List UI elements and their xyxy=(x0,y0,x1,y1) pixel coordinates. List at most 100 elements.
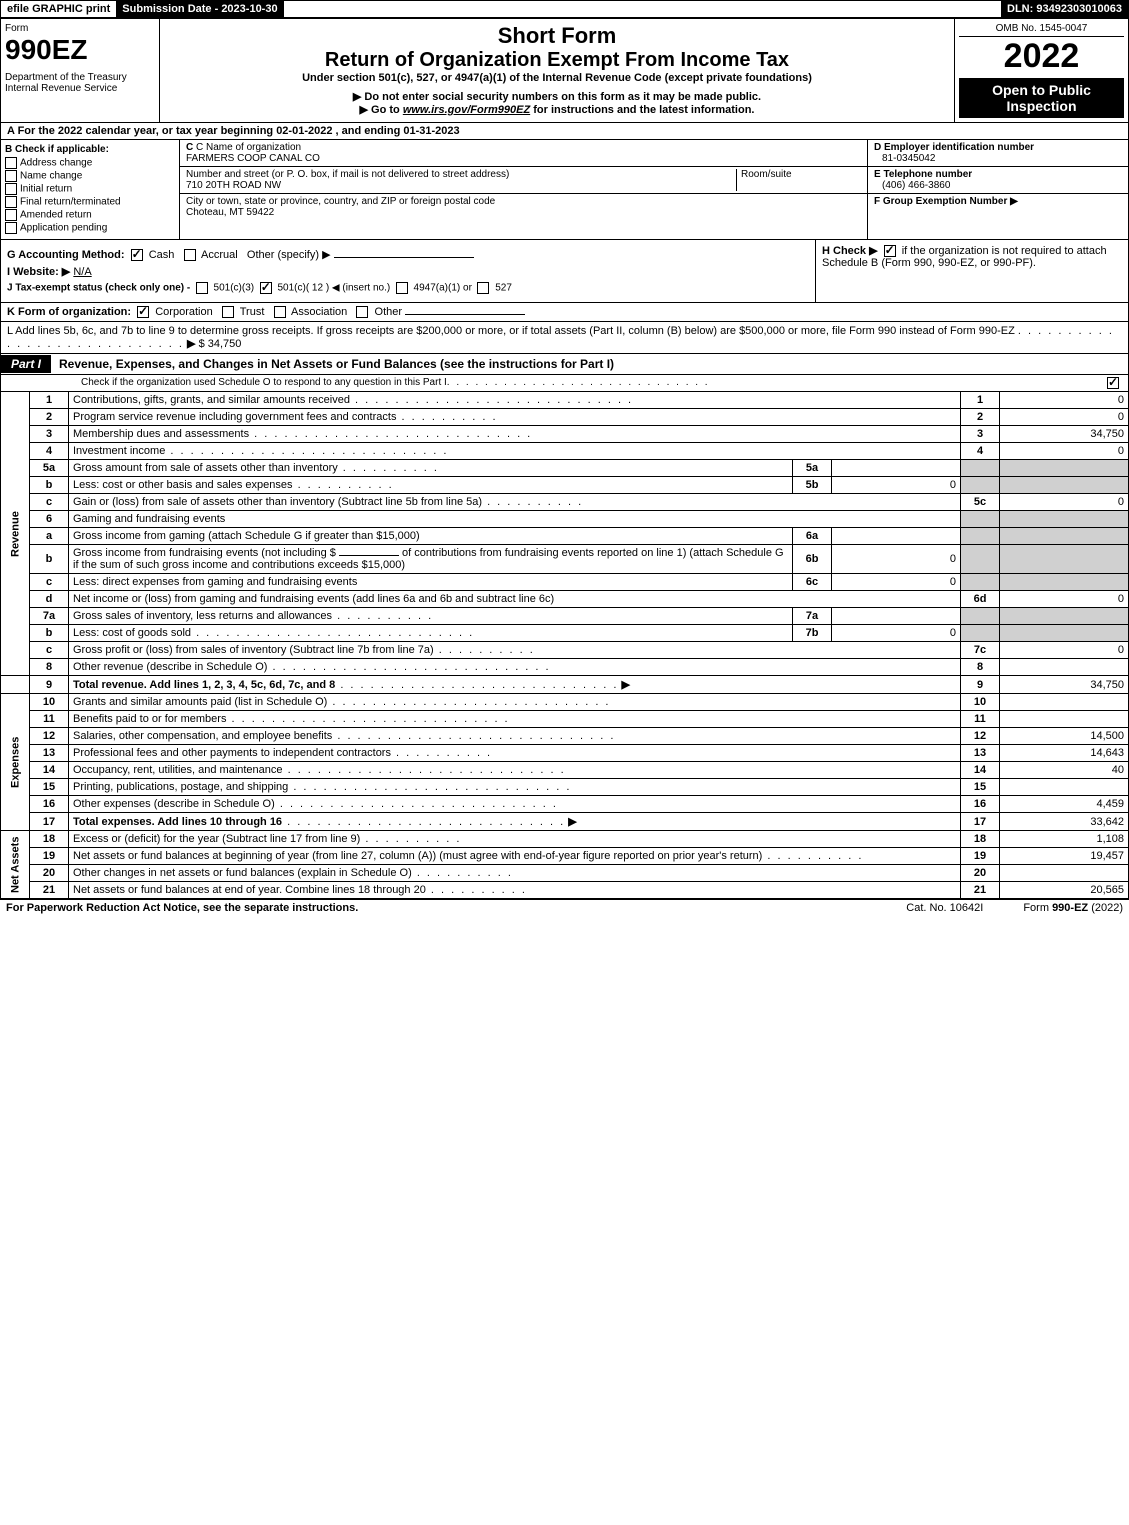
line-8-val xyxy=(1000,659,1129,676)
chk-schedule-b[interactable] xyxy=(884,245,896,257)
chk-name-change[interactable]: Name change xyxy=(5,170,175,182)
line-7b-rnum xyxy=(961,625,1000,642)
line-6a-num: a xyxy=(30,528,69,545)
line-19-val: 19,457 xyxy=(1000,848,1129,865)
line-5c-desc: Gain or (loss) from sale of assets other… xyxy=(69,494,961,511)
return-title: Return of Organization Exempt From Incom… xyxy=(164,49,950,72)
chk-address-change[interactable]: Address change xyxy=(5,157,175,169)
street-label: Number and street (or P. O. box, if mail… xyxy=(186,169,509,180)
line-7c-num: c xyxy=(30,642,69,659)
line-5b-num: b xyxy=(30,477,69,494)
line-6b-rnum xyxy=(961,545,1000,574)
footer-catno: Cat. No. 10642I xyxy=(906,902,983,914)
group-exemption-row: F Group Exemption Number ▶ xyxy=(868,194,1128,209)
line-7a-rval xyxy=(1000,608,1129,625)
ein-row: D Employer identification number 81-0345… xyxy=(868,140,1128,167)
chk-501c3[interactable] xyxy=(196,282,208,294)
line-10-desc: Grants and similar amounts paid (list in… xyxy=(69,694,961,711)
line-6c-desc: Less: direct expenses from gaming and fu… xyxy=(69,574,793,591)
line-7b-num: b xyxy=(30,625,69,642)
line-12-desc: Salaries, other compensation, and employ… xyxy=(69,728,961,745)
form-word: Form xyxy=(5,23,155,34)
efile-label: efile GRAPHIC print xyxy=(1,1,116,17)
line-2-num: 2 xyxy=(30,409,69,426)
org-name: FARMERS COOP CANAL CO xyxy=(186,153,861,164)
line-8-desc: Other revenue (describe in Schedule O) xyxy=(69,659,961,676)
l-text: L Add lines 5b, 6c, and 7b to line 9 to … xyxy=(7,325,1015,337)
line-19-num: 19 xyxy=(30,848,69,865)
line-5b-inval: 0 xyxy=(832,477,961,494)
line-5c-num: c xyxy=(30,494,69,511)
chk-cash[interactable] xyxy=(131,249,143,261)
line-12-rnum: 12 xyxy=(961,728,1000,745)
chk-application-pending[interactable]: Application pending xyxy=(5,222,175,234)
expenses-label: Expenses xyxy=(1,694,30,831)
footer-right: Form 990-EZ (2022) xyxy=(1023,902,1123,914)
line-6b-innum: 6b xyxy=(793,545,832,574)
line-4-num: 4 xyxy=(30,443,69,460)
line-3-val: 34,750 xyxy=(1000,426,1129,443)
l-arrow: ▶ xyxy=(187,338,195,350)
line-6c-num: c xyxy=(30,574,69,591)
form-header: Form 990EZ Department of the Treasury In… xyxy=(0,19,1129,123)
phone-label: E Telephone number xyxy=(874,169,972,180)
line-l: L Add lines 5b, 6c, and 7b to line 9 to … xyxy=(0,322,1129,354)
room-label: Room/suite xyxy=(741,169,792,180)
header-left: Form 990EZ Department of the Treasury In… xyxy=(1,19,160,122)
line-16-num: 16 xyxy=(30,796,69,813)
line-7a-desc: Gross sales of inventory, less returns a… xyxy=(69,608,793,625)
chk-final-return[interactable]: Final return/terminated xyxy=(5,196,175,208)
line-6d-val: 0 xyxy=(1000,591,1129,608)
section-c: C C Name of organization FARMERS COOP CA… xyxy=(180,140,868,239)
line-6a-innum: 6a xyxy=(793,528,832,545)
line-1-desc: Contributions, gifts, grants, and simila… xyxy=(69,392,961,409)
page-footer: For Paperwork Reduction Act Notice, see … xyxy=(0,899,1129,916)
chk-association[interactable] xyxy=(274,306,286,318)
line-i: I Website: ▶ N/A xyxy=(7,265,809,278)
line-7a-num: 7a xyxy=(30,608,69,625)
line-20-rnum: 20 xyxy=(961,865,1000,882)
chk-501c[interactable] xyxy=(260,282,272,294)
chk-schedule-o-part1[interactable] xyxy=(1107,377,1119,389)
line-14-num: 14 xyxy=(30,762,69,779)
chk-4947[interactable] xyxy=(396,282,408,294)
line-2-desc: Program service revenue including govern… xyxy=(69,409,961,426)
chk-accrual[interactable] xyxy=(184,249,196,261)
line-5b-rnum xyxy=(961,477,1000,494)
line-6a-rnum xyxy=(961,528,1000,545)
line-6a-rval xyxy=(1000,528,1129,545)
line-5c-rnum: 5c xyxy=(961,494,1000,511)
line-7a-inval xyxy=(832,608,961,625)
line-6c-inval: 0 xyxy=(832,574,961,591)
line-j: J Tax-exempt status (check only one) - 5… xyxy=(7,282,809,294)
line-5b-innum: 5b xyxy=(793,477,832,494)
chk-initial-return[interactable]: Initial return xyxy=(5,183,175,195)
line-1-num: 1 xyxy=(30,392,69,409)
chk-trust[interactable] xyxy=(222,306,234,318)
line-5b-rval xyxy=(1000,477,1129,494)
line-17-val: 33,642 xyxy=(1000,813,1129,831)
under-section: Under section 501(c), 527, or 4947(a)(1)… xyxy=(164,72,950,84)
line-17-rnum: 17 xyxy=(961,813,1000,831)
line-7a-rnum xyxy=(961,608,1000,625)
line-18-num: 18 xyxy=(30,831,69,848)
line-6c-rval xyxy=(1000,574,1129,591)
street-row: Number and street (or P. O. box, if mail… xyxy=(180,167,867,194)
col-gij: G Accounting Method: Cash Accrual Other … xyxy=(1,240,816,302)
line-1-rnum: 1 xyxy=(961,392,1000,409)
line-14-rnum: 14 xyxy=(961,762,1000,779)
ssn-warning: ▶ Do not enter social security numbers o… xyxy=(164,90,950,103)
line-16-val: 4,459 xyxy=(1000,796,1129,813)
line-13-rnum: 13 xyxy=(961,745,1000,762)
line-16-desc: Other expenses (describe in Schedule O) xyxy=(69,796,961,813)
chk-other-org[interactable] xyxy=(356,306,368,318)
line-5a-rval xyxy=(1000,460,1129,477)
omb-number: OMB No. 1545-0047 xyxy=(959,23,1124,37)
chk-527[interactable] xyxy=(477,282,489,294)
line-6-rval xyxy=(1000,511,1129,528)
chk-amended-return[interactable]: Amended return xyxy=(5,209,175,221)
line-7b-innum: 7b xyxy=(793,625,832,642)
irs-link[interactable]: www.irs.gov/Form990EZ xyxy=(403,104,530,116)
line-14-desc: Occupancy, rent, utilities, and maintena… xyxy=(69,762,961,779)
chk-corporation[interactable] xyxy=(137,306,149,318)
